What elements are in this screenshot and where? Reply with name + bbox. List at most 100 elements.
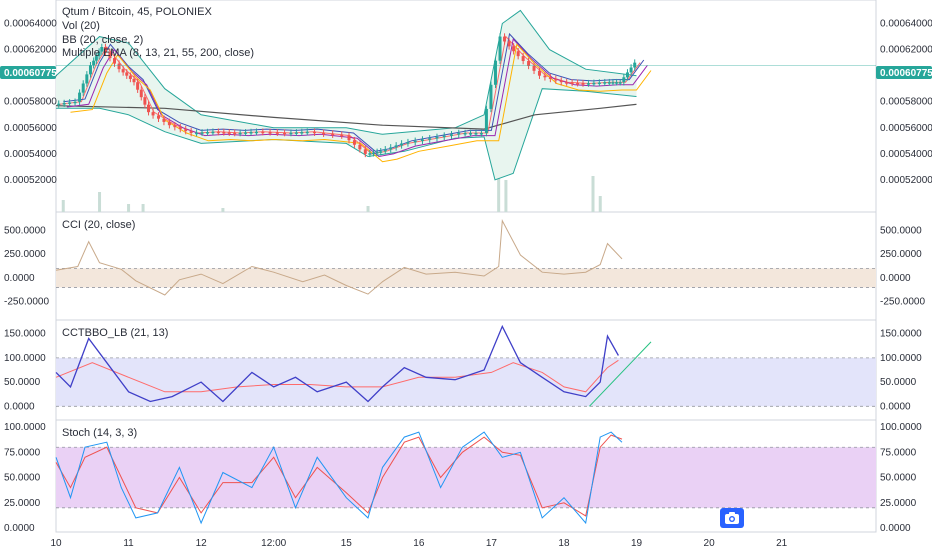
candle-body: [503, 36, 507, 42]
indicator-axis-left-tick: 25.0000: [4, 498, 41, 509]
indicator-axis-right-tick: 50.0000: [880, 377, 917, 388]
ema-line-2: [66, 38, 648, 158]
price-axis-right-tick: 0.00062000: [880, 45, 932, 56]
candle-body: [195, 132, 199, 135]
candle-body: [322, 132, 326, 135]
candle-body: [313, 131, 317, 134]
candle-body: [597, 82, 601, 85]
candle-body: [352, 140, 356, 145]
candle-body: [592, 82, 596, 85]
time-axis-tick: 18: [558, 538, 570, 549]
time-axis-tick: 10: [50, 538, 62, 549]
candle-body: [442, 135, 446, 138]
candle-body: [532, 65, 536, 71]
candle-body: [383, 149, 387, 152]
pane-frame-0: [55, 0, 877, 213]
volume-bar: [366, 206, 370, 212]
candle-body: [157, 115, 160, 119]
candle-body: [358, 144, 362, 150]
indicator-axis-left-tick: 0.0000: [4, 523, 35, 534]
candle-body: [300, 132, 304, 134]
volume-bar: [598, 196, 602, 212]
time-axis-tick: 16: [413, 538, 425, 549]
candle-body: [103, 47, 107, 53]
candle-body: [559, 80, 563, 83]
chart-title: Qtum / Bitcoin, 45, POLONIEX: [62, 6, 212, 18]
candle-body: [379, 151, 383, 153]
price-axis-left-tick: 0.00064000: [4, 19, 57, 30]
snapshot-button[interactable]: [720, 508, 744, 528]
candle-body: [117, 63, 121, 70]
candle-body: [62, 103, 66, 105]
indicator-band-1: [56, 268, 876, 288]
volume-bar: [221, 208, 225, 212]
candle-body: [88, 65, 92, 75]
time-axis-tick: 12:00: [261, 538, 286, 549]
candle-body: [543, 75, 547, 78]
candle-body: [85, 74, 89, 84]
bollinger-band-fill: [56, 10, 637, 180]
indicator-band-3: [56, 447, 876, 508]
stoch-d-line: [55, 434, 623, 517]
candle-body: [493, 60, 497, 85]
candle-body: [548, 77, 552, 79]
cctbbo-line: [55, 324, 619, 403]
price-pill-left: [0, 66, 56, 79]
indicator-axis-right-tick: -250.0000: [880, 297, 925, 308]
candle-body: [249, 132, 253, 134]
candle-body: [233, 132, 237, 135]
candle-body: [261, 131, 265, 134]
volume-bar: [61, 200, 65, 212]
indicator-title-3: Stoch (14, 3, 3): [62, 427, 137, 439]
candle-body: [633, 62, 637, 68]
candle-body: [521, 56, 525, 62]
candle-body: [463, 133, 467, 135]
indicator-axis-right-tick: 150.0000: [880, 329, 922, 340]
candle-body: [173, 125, 177, 128]
time-axis-tick: 17: [486, 538, 498, 549]
candle-body: [244, 132, 248, 134]
candle-body: [136, 82, 140, 90]
indicator-axis-left-tick: 150.0000: [4, 329, 46, 340]
price-axis-left-tick: 0.00056000: [4, 123, 57, 134]
candle-body: [205, 132, 209, 134]
candle-body: [216, 131, 220, 134]
ema-200-line: [55, 103, 637, 130]
price-axis-right-tick: 0.00054000: [880, 149, 932, 160]
candle-body: [151, 112, 155, 116]
price-pill-right: [876, 66, 932, 79]
candle-body: [289, 132, 293, 135]
candle-body: [469, 133, 473, 135]
time-axis-tick: 11: [123, 538, 134, 549]
indicator-axis-left-tick: 50.0000: [4, 377, 41, 388]
candle-body: [73, 101, 77, 104]
volume-indicator-label: Vol (20): [62, 20, 100, 32]
candle-body: [527, 61, 531, 66]
candle-body: [576, 82, 580, 85]
price-axis-right-tick: 0.00058000: [880, 97, 932, 108]
candle-body: [331, 133, 335, 136]
indicator-axis-left-tick: 500.0000: [4, 225, 46, 236]
price-axis-left-tick: 0.00062000: [4, 45, 57, 56]
indicator-axis-right-tick: 0.0000: [880, 523, 911, 534]
candle-body: [294, 132, 298, 134]
candle-body: [275, 132, 279, 134]
indicator-axis-right-tick: 25.0000: [880, 498, 917, 509]
candle-body: [537, 70, 541, 76]
indicator-axis-right-tick: 0.0000: [880, 273, 911, 284]
candle-body: [121, 69, 125, 73]
indicator-axis-left-tick: -250.0000: [4, 297, 49, 308]
candle-body: [512, 46, 516, 52]
indicator-axis-left-tick: 50.0000: [4, 473, 41, 484]
candle-body: [57, 103, 61, 106]
candle-body: [222, 132, 226, 134]
candle-body: [371, 152, 375, 155]
price-axis-left-tick: 0.00058000: [4, 97, 57, 108]
candle-body: [100, 47, 104, 52]
price-axis-right-tick: 0.00056000: [880, 123, 932, 134]
bollinger-bands-label: BB (20, close, 2): [62, 34, 143, 46]
price-pill-right-text: 0.00060775: [880, 68, 932, 79]
ema-line-1: [63, 32, 645, 152]
candle-body: [375, 151, 379, 154]
